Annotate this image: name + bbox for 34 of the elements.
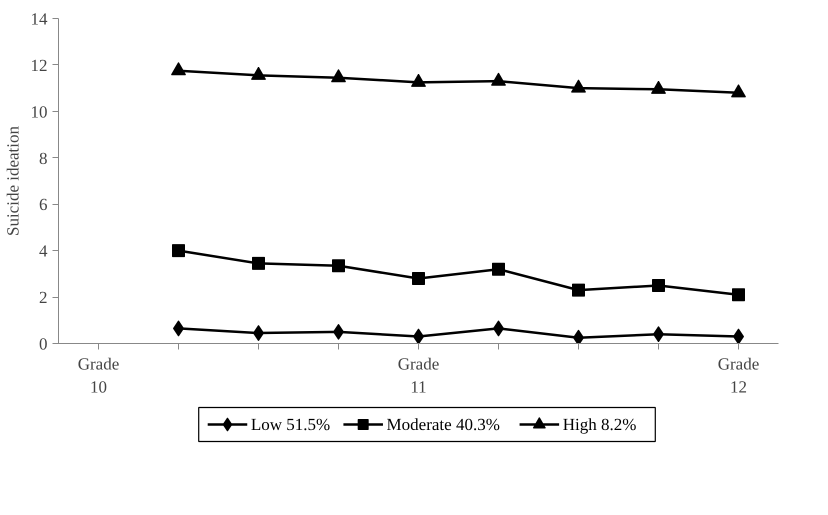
y-tick-label: 2: [39, 288, 48, 308]
y-tick-label: 6: [39, 195, 48, 214]
y-tick-label: 4: [39, 242, 48, 261]
legend-label: Moderate 40.3%: [386, 415, 500, 434]
point: [652, 278, 665, 292]
point: [332, 259, 345, 272]
point: [172, 244, 185, 258]
point: [413, 328, 424, 344]
point: [572, 284, 585, 297]
y-tick-label: 14: [30, 10, 48, 28]
point: [331, 69, 346, 82]
point: [411, 74, 426, 87]
x-tick-label: Grade 11: [398, 354, 440, 396]
point: [733, 328, 744, 344]
y-axis-title: Suicide ideation: [4, 126, 22, 236]
point: [251, 66, 266, 80]
y-tick-label: 8: [39, 148, 48, 168]
legend-label: High 8.2%: [562, 415, 636, 434]
legend-label: Low 51.5%: [250, 415, 330, 434]
point: [732, 288, 745, 302]
y-tick-label: 0: [39, 334, 48, 354]
point: [491, 72, 506, 86]
point: [171, 62, 186, 76]
y-tick-label: 12: [30, 56, 48, 75]
point: [731, 84, 746, 98]
point: [573, 330, 584, 344]
point: [651, 80, 666, 94]
point: [571, 80, 586, 93]
y-tick-label: 10: [30, 102, 48, 122]
point: [412, 272, 425, 285]
point: [252, 256, 265, 270]
x-tick-label: Grade 12: [718, 354, 760, 396]
point: [492, 262, 505, 276]
x-tick-label: Grade 10: [78, 354, 120, 396]
